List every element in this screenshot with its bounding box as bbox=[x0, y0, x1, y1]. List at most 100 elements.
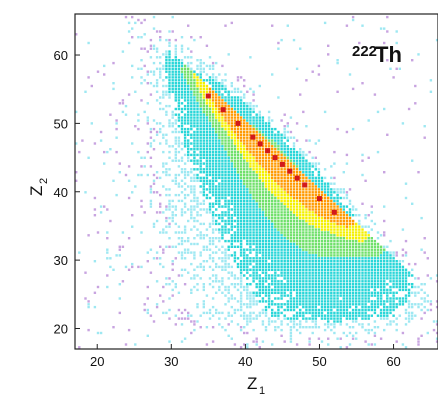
density-cell bbox=[187, 311, 190, 315]
density-cell bbox=[171, 67, 174, 70]
density-cell bbox=[386, 317, 389, 320]
density-cell bbox=[99, 130, 103, 134]
density-cell bbox=[143, 33, 146, 36]
density-cell bbox=[389, 297, 392, 300]
density-cell bbox=[286, 211, 289, 214]
density-cell bbox=[146, 116, 149, 119]
density-cell bbox=[295, 323, 299, 326]
density-cell bbox=[289, 159, 293, 162]
density-cell bbox=[224, 303, 227, 306]
density-cell bbox=[289, 193, 293, 197]
density-cell bbox=[239, 125, 243, 128]
density-cell bbox=[171, 30, 174, 33]
density-cell bbox=[233, 214, 237, 217]
density-cell bbox=[221, 280, 224, 283]
density-cell bbox=[286, 251, 289, 254]
density-cell bbox=[271, 24, 274, 27]
density-cell bbox=[205, 127, 209, 131]
density-cell bbox=[183, 211, 187, 214]
density-cell bbox=[314, 314, 317, 317]
density-cell bbox=[236, 148, 240, 151]
density-cell bbox=[246, 127, 249, 131]
density-cell bbox=[274, 185, 277, 188]
density-cell bbox=[233, 125, 237, 128]
density-cell bbox=[355, 214, 358, 217]
density-cell bbox=[364, 265, 367, 269]
density-cell bbox=[314, 228, 317, 231]
density-cell bbox=[389, 268, 392, 271]
density-cell bbox=[327, 271, 330, 274]
density-cell bbox=[230, 145, 233, 148]
density-cell bbox=[327, 222, 330, 226]
density-cell bbox=[252, 185, 255, 188]
density-cell bbox=[327, 320, 330, 323]
density-cell bbox=[370, 219, 373, 223]
density-cell bbox=[302, 311, 305, 315]
density-cell bbox=[196, 242, 199, 246]
density-cell bbox=[112, 61, 115, 65]
density-cell bbox=[255, 185, 258, 188]
density-cell bbox=[289, 300, 293, 303]
density-cell bbox=[305, 191, 308, 194]
density-cell bbox=[190, 67, 193, 70]
density-cell bbox=[190, 136, 193, 139]
density-cell bbox=[299, 182, 302, 185]
density-cell bbox=[386, 291, 389, 294]
density-cell bbox=[162, 300, 165, 303]
density-cell bbox=[376, 251, 380, 254]
density-cell bbox=[205, 171, 209, 174]
density-cell bbox=[267, 288, 271, 292]
density-cell bbox=[351, 245, 355, 248]
density-cell bbox=[295, 214, 299, 217]
density-cell bbox=[196, 168, 199, 171]
density-cell bbox=[183, 173, 187, 177]
density-cell bbox=[342, 196, 345, 200]
density-cell bbox=[239, 191, 243, 194]
density-cell bbox=[221, 234, 224, 237]
density-cell bbox=[193, 73, 196, 76]
density-cell bbox=[333, 257, 336, 260]
density-cell bbox=[230, 153, 233, 157]
density-cell bbox=[386, 305, 389, 309]
density-cell bbox=[190, 87, 193, 91]
density-cell bbox=[249, 300, 252, 303]
density-cell bbox=[171, 110, 174, 114]
density-cell bbox=[258, 211, 261, 214]
density-cell bbox=[336, 294, 339, 297]
density-cell bbox=[258, 231, 261, 234]
density-cell bbox=[190, 142, 193, 145]
density-cell bbox=[258, 173, 261, 177]
density-cell bbox=[149, 70, 153, 73]
density-cell bbox=[361, 326, 364, 329]
density-cell bbox=[327, 257, 330, 260]
density-cell bbox=[299, 214, 302, 217]
density-cell bbox=[292, 173, 296, 177]
density-cell bbox=[370, 314, 373, 317]
density-cell bbox=[323, 305, 327, 309]
density-cell bbox=[292, 277, 296, 280]
density-cell bbox=[286, 242, 289, 246]
density-cell bbox=[180, 242, 184, 246]
density-cell bbox=[152, 320, 156, 323]
density-cell bbox=[205, 110, 209, 114]
density-cell bbox=[351, 334, 355, 337]
density-cell bbox=[271, 133, 274, 136]
density-cell bbox=[292, 257, 296, 260]
density-cell bbox=[289, 148, 293, 151]
density-cell bbox=[289, 260, 293, 263]
density-cell bbox=[190, 107, 193, 111]
density-cell bbox=[218, 173, 221, 177]
density-cell bbox=[196, 79, 199, 82]
density-cell bbox=[239, 176, 243, 180]
density-cell bbox=[180, 268, 184, 271]
density-cell bbox=[202, 311, 205, 315]
density-cell bbox=[289, 320, 293, 323]
density-cell bbox=[299, 242, 302, 246]
density-cell bbox=[243, 133, 246, 136]
density-cell bbox=[317, 262, 321, 266]
density-cell bbox=[246, 179, 249, 182]
density-cell bbox=[202, 185, 205, 188]
density-cell bbox=[236, 262, 240, 266]
density-cell bbox=[280, 248, 283, 251]
density-cell bbox=[345, 254, 349, 257]
